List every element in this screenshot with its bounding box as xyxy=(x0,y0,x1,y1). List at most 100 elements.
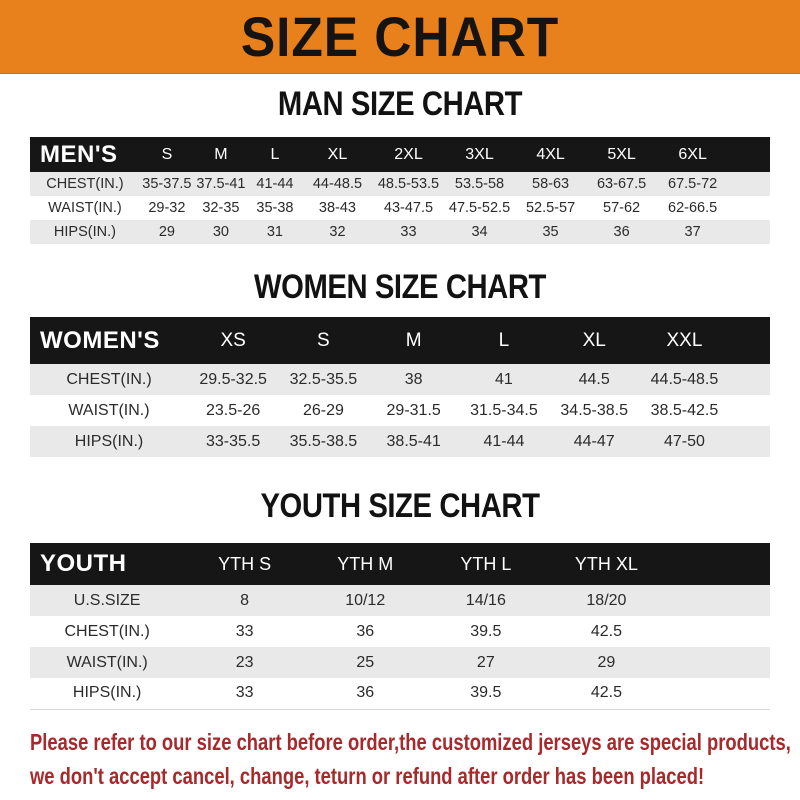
table-row: CHEST(IN.) 29.5-32.5 32.5-35.5 38 41 44.5 44.5… xyxy=(30,364,770,395)
row-label: HIPS(IN.) xyxy=(53,224,116,240)
size-value-cell: 36 xyxy=(356,622,375,640)
size-value-cell: 31.5-34.5 xyxy=(470,401,538,419)
filler-cell xyxy=(730,395,770,426)
size-value-cell: 29 xyxy=(158,224,175,240)
table-row: WAIST(IN.) 23 25 27 29 xyxy=(30,647,770,678)
table-header-row: WOMEN'S XS S M L XL XXL xyxy=(30,317,770,364)
size-value-cell: 42.5 xyxy=(590,684,622,702)
filler-cell xyxy=(667,543,770,585)
disclaimer-line-1: Please refer to our size chart before or… xyxy=(30,728,791,755)
filler-cell xyxy=(667,678,770,709)
table-header-row: YOUTH YTH S YTH M YTH L YTH XL xyxy=(30,543,770,585)
size-value-cell: 25 xyxy=(356,653,375,671)
table-row: HIPS(IN.) 29 30 31 32 33 34 35 36 37 xyxy=(30,220,770,244)
size-value-cell: 29-32 xyxy=(148,200,186,216)
size-value-cell: 44.5 xyxy=(578,370,610,388)
table-row: HIPS(IN.) 33-35.5 35.5-38.5 38.5-41 41-44 44-… xyxy=(30,426,770,457)
size-value-cell: 39.5 xyxy=(470,684,502,702)
column-header: L xyxy=(498,329,510,351)
filler-cell xyxy=(730,364,770,395)
filler-cell xyxy=(728,196,770,220)
column-header: XL xyxy=(327,145,348,163)
filler-cell xyxy=(667,647,770,678)
table-row: WAIST(IN.) 29-32 32-35 35-38 38-43 43-47.5 47.… xyxy=(30,196,770,220)
size-value-cell: 44.5-48.5 xyxy=(650,370,719,388)
size-value-cell: 62-66.5 xyxy=(668,200,718,216)
size-value-cell: 67.5-72 xyxy=(668,176,718,192)
filler-cell xyxy=(667,585,770,616)
size-value-cell: 33 xyxy=(235,684,254,702)
banner-title: SIZE CHART xyxy=(240,5,560,68)
row-label: CHEST(IN.) xyxy=(66,370,152,388)
size-value-cell: 44-47 xyxy=(573,432,615,450)
disclaimer-line-2: we don't accept cancel, change, teturn o… xyxy=(30,762,705,789)
size-value-cell: 39.5 xyxy=(470,622,502,640)
size-value-cell: 38-43 xyxy=(318,200,356,216)
size-value-cell: 35-37.5 xyxy=(142,176,192,192)
row-label: U.S.SIZE xyxy=(73,591,141,609)
column-header: M xyxy=(405,329,422,351)
column-header: YTH L xyxy=(460,553,512,574)
size-value-cell: 44-48.5 xyxy=(312,176,363,192)
size-value-cell: 23 xyxy=(235,653,254,671)
size-value-cell: 32.5-35.5 xyxy=(289,370,358,388)
size-value-cell: 30 xyxy=(212,224,229,240)
size-value-cell: 58-63 xyxy=(532,176,570,192)
column-header: YTH XL xyxy=(574,553,638,574)
size-value-cell: 34.5-38.5 xyxy=(560,401,628,419)
size-value-cell: 48.5-53.5 xyxy=(377,176,440,192)
column-header: M xyxy=(214,145,228,163)
size-value-cell: 33 xyxy=(400,224,417,240)
size-value-cell: 35.5-38.5 xyxy=(289,432,358,450)
row-label: CHEST(IN.) xyxy=(64,622,150,640)
size-value-cell: 32 xyxy=(329,224,346,240)
column-header: 3XL xyxy=(465,145,494,163)
youth-size-table: YOUTH YTH S YTH M YTH L YTH XL U.S.SIZE 8 10/12… xyxy=(30,543,770,710)
filler-cell xyxy=(728,172,770,196)
size-value-cell: 29 xyxy=(597,653,616,671)
column-header: XS xyxy=(220,329,246,351)
size-value-cell: 36 xyxy=(613,224,630,240)
size-value-cell: 35 xyxy=(542,224,559,240)
size-value-cell: 29-31.5 xyxy=(386,401,441,419)
size-value-cell: 35-38 xyxy=(256,200,294,216)
table-row: WAIST(IN.) 23.5-26 26-29 29-31.5 31.5-34.5 34… xyxy=(30,395,770,426)
row-label: HIPS(IN.) xyxy=(74,432,144,450)
table-title-cell: MEN'S xyxy=(40,140,118,168)
size-value-cell: 14/16 xyxy=(465,591,506,609)
column-header: XL xyxy=(582,329,606,351)
size-value-cell: 52.5-57 xyxy=(525,200,576,216)
row-label: HIPS(IN.) xyxy=(72,684,142,702)
size-value-cell: 29.5-32.5 xyxy=(199,370,267,388)
row-label: WAIST(IN.) xyxy=(48,200,122,216)
size-value-cell: 27 xyxy=(476,653,495,671)
column-header: 2XL xyxy=(394,145,423,163)
filler-cell xyxy=(728,220,770,244)
size-value-cell: 57-62 xyxy=(603,200,641,216)
size-value-cell: 53.5-58 xyxy=(454,176,505,192)
column-header: 4XL xyxy=(536,145,565,163)
column-header: L xyxy=(270,145,280,163)
women-size-table: WOMEN'S XS S M L XL XXL CHEST(IN.) 29.5-32.5 32.5… xyxy=(30,317,770,457)
size-value-cell: 38.5-42.5 xyxy=(650,401,719,419)
size-chart-banner: SIZE CHART xyxy=(0,0,800,74)
size-value-cell: 32-35 xyxy=(202,200,240,216)
column-header: S xyxy=(161,145,173,163)
size-value-cell: 41-44 xyxy=(256,176,294,192)
size-value-cell: 47-50 xyxy=(664,432,705,450)
size-value-cell: 42.5 xyxy=(590,622,622,640)
size-value-cell: 38 xyxy=(404,370,423,388)
size-value-cell: 26-29 xyxy=(302,401,344,419)
table-header-row: MEN'S S M L XL 2XL 3XL 4XL 5XL 6XL xyxy=(30,137,770,172)
section-heading-women: WOMEN SIZE CHART xyxy=(253,268,546,306)
size-value-cell: 31 xyxy=(266,224,283,240)
size-value-cell: 33-35.5 xyxy=(206,432,261,450)
size-value-cell: 33 xyxy=(235,622,254,640)
column-header: YTH M xyxy=(337,553,394,574)
column-header: YTH S xyxy=(218,553,272,574)
row-label: WAIST(IN.) xyxy=(66,653,148,671)
men-size-table: MEN'S S M L XL 2XL 3XL 4XL 5XL 6XL CHEST(IN.) 35-37… xyxy=(30,137,770,244)
column-header: 5XL xyxy=(607,145,636,163)
column-header: 6XL xyxy=(678,145,707,163)
size-value-cell: 63-67.5 xyxy=(596,176,647,192)
